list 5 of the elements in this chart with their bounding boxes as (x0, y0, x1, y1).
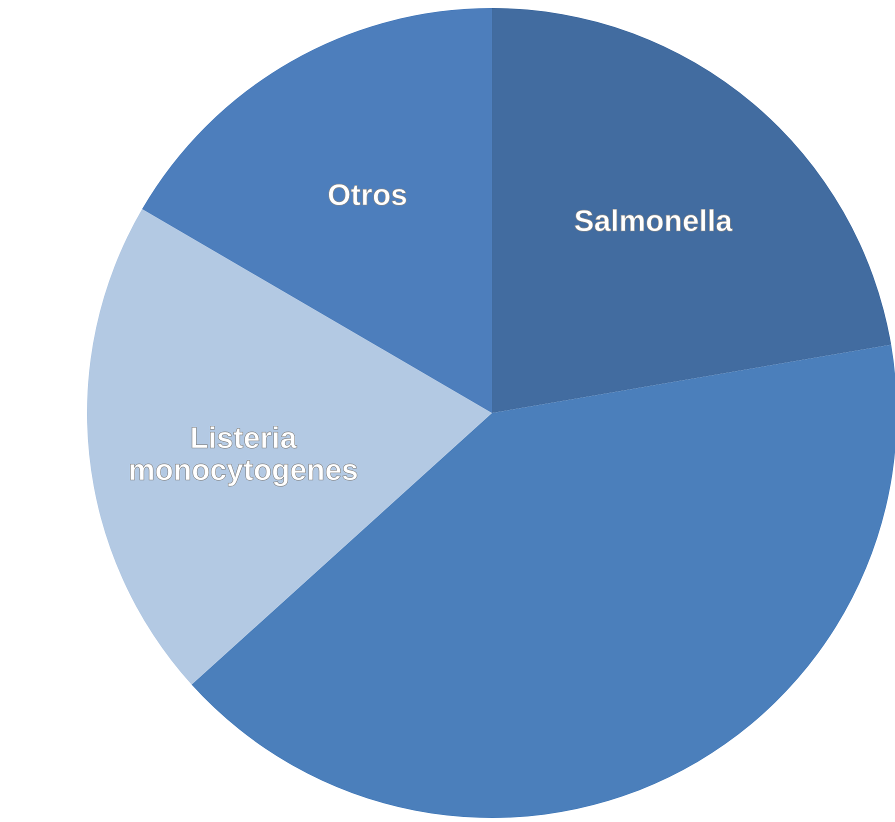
pie-slice (87, 209, 492, 685)
slice-label: Salmonella (574, 204, 733, 238)
pie-slice (492, 8, 892, 413)
slice-label: Listeria monocytogenes (128, 422, 358, 487)
slice-label: Otros (327, 179, 408, 212)
